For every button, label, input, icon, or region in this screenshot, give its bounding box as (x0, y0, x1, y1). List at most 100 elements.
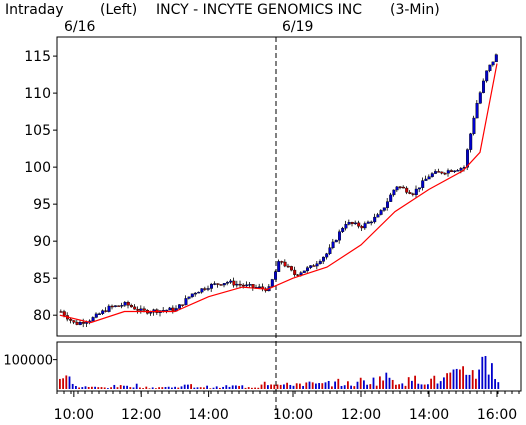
candle-body (194, 293, 197, 294)
volume-bar (472, 370, 474, 389)
volume-bar (72, 384, 74, 389)
candle-body (137, 309, 140, 310)
candle-body (469, 134, 472, 150)
candle-body (149, 312, 152, 313)
candle-body (492, 62, 495, 65)
candle-body (377, 215, 380, 218)
candle-body (434, 171, 437, 173)
volume-bar (139, 387, 141, 389)
candle-body (364, 223, 367, 227)
volume-bar (334, 382, 336, 389)
volume-bar (168, 387, 170, 389)
candle-body (412, 194, 415, 195)
volume-bar (197, 387, 199, 389)
volume-bar (59, 379, 61, 389)
time-tick-label: 12:00 (341, 407, 381, 423)
volume-bar (193, 388, 195, 389)
volume-bar (494, 379, 496, 389)
volume-bar (245, 388, 247, 389)
volume-bar (299, 384, 301, 389)
volume-bar (174, 387, 176, 389)
candle-body (437, 171, 440, 172)
volume-bar (302, 386, 304, 389)
volume-bar (107, 388, 109, 389)
volume-bar (190, 384, 192, 389)
volume-bar (97, 387, 99, 389)
candle-body (399, 187, 402, 188)
volume-bar (104, 387, 106, 389)
volume-bar (491, 363, 493, 389)
volume-bar (136, 384, 138, 389)
volume-bar (360, 378, 362, 389)
volume-bar (85, 386, 87, 389)
volume-bar (462, 366, 464, 389)
volume-bar (206, 386, 208, 389)
volume-bar (161, 387, 163, 389)
volume-bar (427, 384, 429, 389)
volume-bar (446, 373, 448, 389)
volume-bar (277, 385, 279, 389)
volume-bar (248, 387, 250, 389)
volume-bar (81, 387, 83, 389)
candle-body (178, 305, 181, 309)
volume-bar (315, 384, 317, 389)
candle-body (169, 308, 172, 310)
volume-bar (395, 385, 397, 389)
volume-bar (478, 370, 480, 389)
volume-bar (149, 388, 151, 389)
volume-bar (328, 381, 330, 389)
time-axis: 10:00 12:00 14:00 10:00 12:00 14:00 16:00 (54, 391, 521, 423)
candle-body (98, 314, 101, 315)
candle-body (405, 188, 408, 192)
candle-body (281, 261, 284, 262)
volume-bar (456, 369, 458, 389)
volume-bar (219, 388, 221, 389)
time-tick-label: 14:00 (188, 407, 228, 423)
candle-body (345, 224, 348, 228)
candle-body (325, 254, 328, 257)
volume-bar (337, 379, 339, 389)
volume-bar (225, 385, 227, 389)
candle-body (297, 275, 300, 276)
candle-body (121, 305, 124, 306)
candle-body (485, 71, 488, 81)
volume-bar (264, 382, 266, 389)
candle-body (428, 177, 431, 179)
volume-bar (414, 376, 416, 389)
candle-body (245, 285, 248, 286)
volume-bar (449, 373, 451, 389)
volume-bar (382, 380, 384, 389)
volume-bar (325, 382, 327, 389)
candle-body (239, 284, 242, 285)
volume-bar (408, 377, 410, 389)
candle-body (101, 311, 104, 314)
volume-bar (379, 376, 381, 389)
volume-bar (357, 382, 359, 389)
volume-bar (155, 388, 157, 389)
candle-body (271, 279, 274, 286)
candle-body (354, 223, 357, 224)
volume-bar (145, 387, 147, 389)
volume-bar (88, 387, 90, 389)
candle-body (210, 284, 213, 288)
candle-body (252, 284, 255, 287)
time-tick-label: 10:00 (273, 407, 313, 423)
volume-bar (398, 384, 400, 389)
candle-body (258, 287, 261, 288)
volume-bar (465, 375, 467, 389)
volume-bar (235, 385, 237, 389)
volume-bar (481, 357, 483, 389)
volume-bar (344, 385, 346, 389)
candle-body (226, 282, 229, 283)
candle-body (421, 181, 424, 188)
volume-bar (222, 387, 224, 389)
volume-bar (475, 379, 477, 389)
candle-body (207, 288, 210, 289)
candle-body (473, 118, 476, 134)
candle-body (418, 188, 421, 189)
candle-body (457, 170, 460, 171)
time-tick-label: 12:00 (121, 407, 161, 423)
candle-body (249, 284, 252, 285)
candle-body (380, 210, 383, 214)
candle-body (361, 226, 364, 228)
